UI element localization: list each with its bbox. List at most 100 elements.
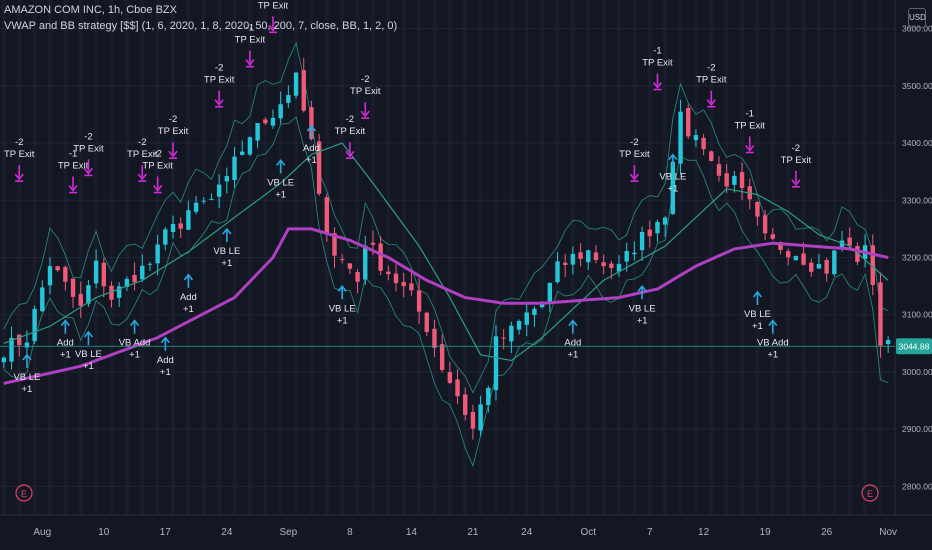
tp-exit-label: TP Exit bbox=[235, 35, 266, 46]
candle bbox=[32, 308, 37, 342]
tp-exit-arrow bbox=[360, 102, 370, 118]
tp-exit-label: TP Exit bbox=[258, 0, 289, 11]
currency-button[interactable]: USD bbox=[908, 8, 926, 28]
candle bbox=[355, 272, 360, 282]
candle bbox=[801, 253, 806, 265]
candle bbox=[163, 229, 168, 245]
entry-label: Add bbox=[180, 292, 197, 303]
event-marker[interactable]: E bbox=[861, 484, 879, 502]
candle bbox=[293, 72, 299, 96]
price-tick-label: 3400.00 bbox=[902, 138, 932, 148]
tp-qty-label: -2 bbox=[215, 63, 223, 74]
candle bbox=[216, 184, 222, 197]
bollinger-bands bbox=[3, 41, 889, 468]
candle bbox=[255, 123, 260, 141]
entry-arrow bbox=[183, 273, 194, 288]
candle bbox=[686, 107, 691, 137]
time-tick-label: 24 bbox=[521, 527, 533, 538]
candle bbox=[263, 119, 268, 124]
candle bbox=[409, 283, 414, 291]
candle bbox=[155, 244, 160, 264]
entry-label: VB LE bbox=[744, 309, 771, 320]
tp-exit-label: TP Exit bbox=[335, 126, 366, 137]
entry-label: VB LE bbox=[13, 372, 40, 383]
entry-qty-label: +1 bbox=[306, 155, 317, 166]
candle bbox=[339, 259, 345, 261]
candle bbox=[855, 246, 860, 262]
time-tick-label: 10 bbox=[98, 527, 110, 538]
candle bbox=[24, 342, 30, 348]
candle bbox=[178, 223, 183, 229]
candle bbox=[332, 233, 337, 256]
tp-qty-label: -2 bbox=[15, 137, 23, 148]
time-tick-label: 26 bbox=[821, 527, 833, 538]
candle bbox=[470, 411, 476, 429]
tp-qty-label: -2 bbox=[153, 149, 161, 160]
candle bbox=[832, 250, 837, 275]
candle bbox=[316, 141, 322, 194]
candle bbox=[639, 231, 645, 251]
time-tick-label: 17 bbox=[160, 527, 172, 538]
tp-qty-label: -2 bbox=[707, 63, 715, 74]
candle bbox=[762, 215, 768, 234]
candle bbox=[132, 275, 137, 283]
time-tick-label: 24 bbox=[221, 527, 233, 538]
time-axis[interactable]: Aug 10 17 24 Sep 8 14 21 24 Oct 7 12 19 26 Nov bbox=[33, 527, 897, 538]
candle bbox=[785, 251, 791, 258]
time-tick-label: Sep bbox=[279, 527, 297, 538]
candle bbox=[885, 339, 891, 344]
tp-exit-arrow bbox=[214, 90, 224, 107]
entry-arrow bbox=[637, 284, 647, 300]
lower-band bbox=[3, 116, 889, 468]
tp-exit-arrow bbox=[652, 73, 663, 89]
candle bbox=[839, 240, 845, 249]
tp-exit-arrow bbox=[706, 90, 716, 107]
tp-exit-arrow bbox=[168, 142, 178, 158]
tp-exit-label: TP Exit bbox=[127, 149, 158, 160]
tp-exit-arrow bbox=[153, 176, 163, 192]
entry-label: VB Add bbox=[119, 338, 151, 349]
candle bbox=[439, 344, 445, 370]
candle bbox=[86, 285, 91, 304]
entry-qty-label: +1 bbox=[21, 384, 32, 395]
candle bbox=[455, 379, 460, 397]
tp-qty-label: -2 bbox=[138, 137, 146, 148]
candle bbox=[416, 290, 422, 312]
entry-arrow bbox=[276, 159, 286, 174]
candle bbox=[647, 229, 652, 237]
event-marker-circle bbox=[15, 484, 33, 502]
price-tick-label: 3100.00 bbox=[902, 310, 932, 320]
price-axis[interactable]: 3600.00 3500.00 3400.00 3300.00 3200.00 3100.… bbox=[902, 24, 932, 492]
tp-exit-arrow bbox=[83, 159, 94, 175]
tp-exit-label: TP Exit bbox=[142, 161, 173, 172]
candle bbox=[486, 387, 491, 406]
candles bbox=[1, 57, 891, 440]
candle bbox=[232, 156, 237, 180]
candle bbox=[224, 176, 230, 182]
entry-label: Add bbox=[303, 143, 320, 154]
event-marker[interactable]: E bbox=[15, 484, 33, 502]
candle bbox=[670, 161, 676, 215]
candle bbox=[93, 260, 99, 284]
candle bbox=[601, 262, 606, 267]
candle bbox=[716, 164, 722, 176]
tp-exit-arrow bbox=[345, 142, 355, 158]
candle bbox=[586, 250, 591, 263]
candle bbox=[624, 251, 629, 262]
time-tick-label: Oct bbox=[580, 527, 596, 538]
event-marker-label: E bbox=[21, 489, 27, 499]
candle bbox=[516, 320, 522, 330]
candle bbox=[632, 252, 637, 255]
entry-arrow bbox=[768, 319, 778, 334]
candle bbox=[370, 242, 376, 245]
time-tick-label: 7 bbox=[647, 527, 653, 538]
candle bbox=[509, 325, 514, 342]
tp-qty-label: -1 bbox=[746, 109, 754, 120]
tp-exit-label: TP Exit bbox=[619, 149, 650, 160]
candle bbox=[124, 278, 130, 287]
tp-qty-label: -2 bbox=[792, 143, 800, 154]
tp-exit-label: TP Exit bbox=[204, 75, 235, 86]
entry-label: VB LE bbox=[629, 303, 656, 314]
tp-qty-label: -1 bbox=[246, 23, 254, 34]
